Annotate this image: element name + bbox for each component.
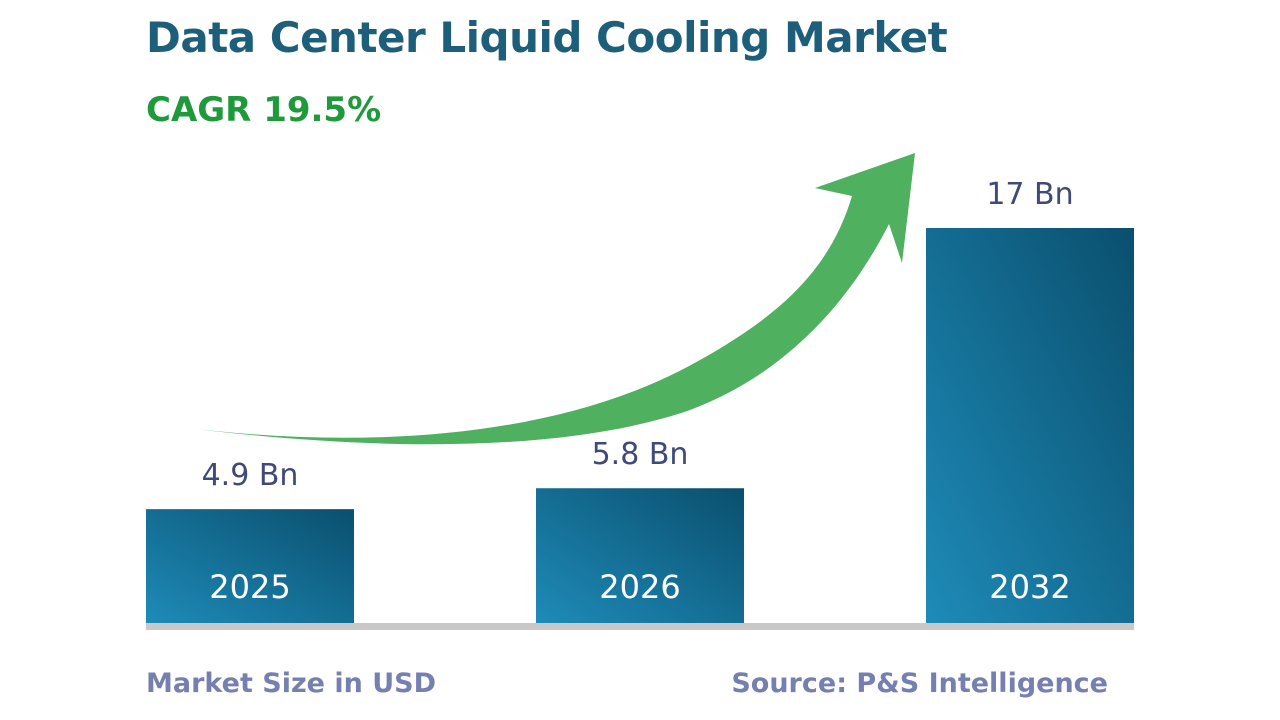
page-title: Data Center Liquid Cooling Market bbox=[146, 13, 948, 62]
cagr-label: CAGR 19.5% bbox=[146, 90, 382, 130]
category-label-2026: 2026 bbox=[599, 568, 680, 606]
growth-arrow-icon bbox=[180, 153, 915, 445]
bar-2025 bbox=[146, 509, 354, 623]
bar-2026 bbox=[536, 488, 744, 623]
bar-2032 bbox=[926, 228, 1134, 623]
value-label-2032: 17 Bn bbox=[986, 177, 1073, 212]
chart-baseline bbox=[146, 623, 1134, 630]
value-label-2025: 4.9 Bn bbox=[202, 458, 299, 493]
category-label-2025: 2025 bbox=[209, 568, 290, 606]
value-label-2026: 5.8 Bn bbox=[592, 437, 689, 472]
category-label-2032: 2032 bbox=[989, 568, 1070, 606]
footer-unit-label: Market Size in USD bbox=[146, 668, 437, 699]
footer-source-label: Source: P&S Intelligence bbox=[731, 668, 1108, 699]
